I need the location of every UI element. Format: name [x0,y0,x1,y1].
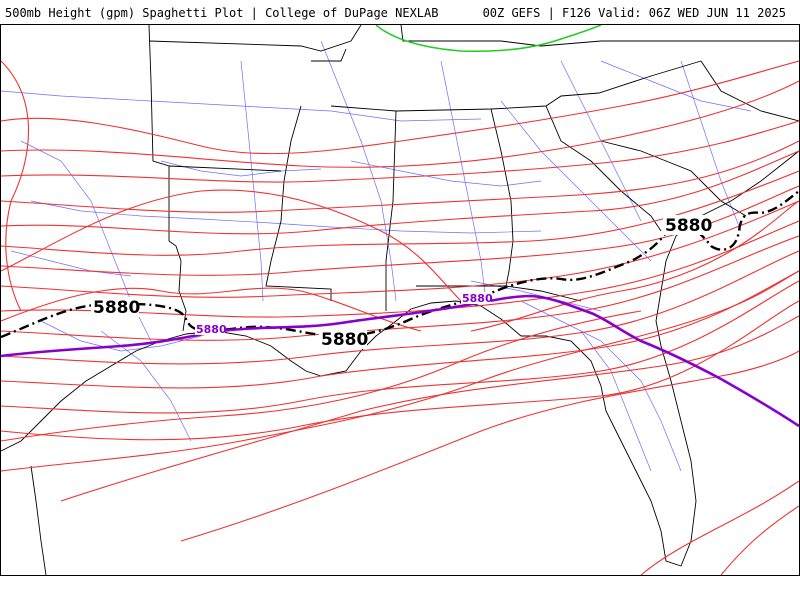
model-run-info: 00Z GEFS | F126 Valid: 06Z WED JUN 11 20… [482,6,786,20]
mean-label-center: 5880 [321,330,368,350]
operational-contour [1,294,799,428]
contour-labels: 5880 5880 5880 5880 5880 [91,215,712,350]
ensemble-member-contours [1,60,799,575]
header-bar: 500mb Height (gpm) Spaghetti Plot | Coll… [0,0,800,24]
mean-label-east: 5880 [665,216,712,236]
other-height-contour [375,25,602,52]
operational-label-west: 5880 [196,323,227,336]
footer-strip [0,576,800,600]
ensemble-mean-contour [1,190,799,339]
operational-label-center: 5880 [462,292,493,305]
state-borders [1,25,799,575]
spaghetti-map: 5880 5880 5880 5880 5880 [1,25,799,575]
mean-label-west: 5880 [93,298,140,318]
map-panel: 5880 5880 5880 5880 5880 [0,24,800,576]
plot-title: 500mb Height (gpm) Spaghetti Plot | Coll… [5,6,439,20]
